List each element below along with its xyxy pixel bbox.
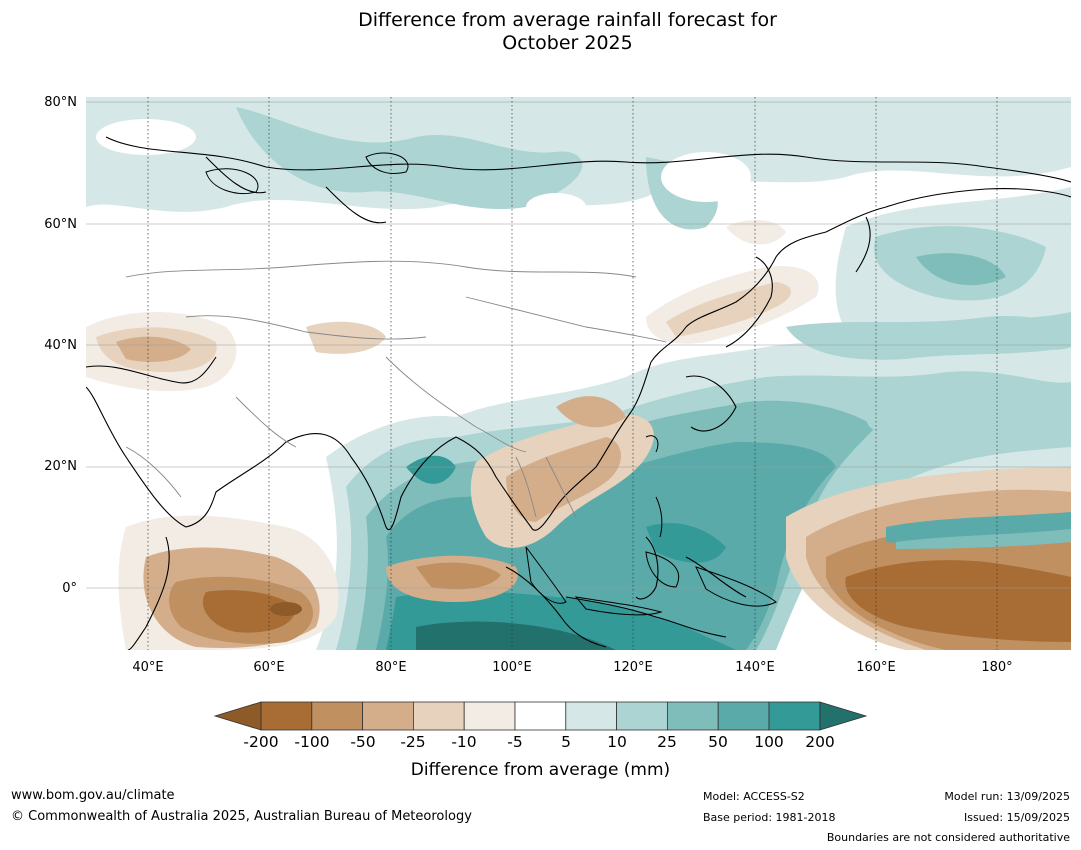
colorbar-tick: 100 [754,733,784,751]
lat-label-80n: 80°N [44,95,77,110]
colorbar-tick: 5 [561,733,571,751]
colorbar-tick: 50 [708,733,728,751]
colorbar-tick: -200 [243,733,279,751]
map-title: Difference from average rainfall forecas… [0,9,1081,55]
model-name: Model: ACCESS-S2 [703,790,805,803]
colorbar-segments [260,701,821,731]
colorbar-under-arrow [213,701,262,731]
western-indian-ocean-dry [118,515,339,650]
map-canvas [86,97,1071,650]
model-run-date: Model run: 13/09/2025 [944,790,1070,803]
sumatra-west-dry [386,555,518,602]
coastlines [86,136,1071,650]
islands [205,152,777,616]
graticule [86,101,1071,589]
lat-label-40n: 40°N [44,338,77,353]
colorbar-tick: -50 [350,733,376,751]
base-period: Base period: 1981-2018 [703,811,836,824]
colorbar-segment [768,701,821,731]
colorbar-segment [311,701,364,731]
colorbar-segment [616,701,668,731]
lon-label-100e: 100°E [492,660,532,675]
colorbar-label: Difference from average (mm) [410,760,671,780]
country-borders [125,260,667,518]
colorbar-segment [514,701,567,731]
lat-label-20n: 20°N [44,459,77,474]
arctic-wet-band [86,97,1071,230]
colorbar-tick: -5 [507,733,523,751]
colorbar-segment [463,701,516,731]
colorbar [213,701,868,731]
lon-label-120e: 120°E [613,660,653,675]
lat-label-0: 0° [62,581,77,596]
central-pacific-dry [786,467,1071,650]
colorbar-segment [717,701,770,731]
colorbar-segment [666,701,719,731]
lon-label-80e: 80°E [375,660,407,675]
boundaries-disclaimer: Boundaries are not considered authoritat… [826,831,1070,844]
lon-label-40e: 40°E [132,660,164,675]
meridians [147,97,998,650]
colorbar-tick: -25 [400,733,426,751]
colorbar-segment [362,701,414,731]
colorbar-over-arrow [819,701,868,731]
map-title-line2: October 2025 [502,32,633,54]
colorbar-tick: -100 [294,733,330,751]
middle-east-dry [86,312,386,392]
map-title-line1: Difference from average rainfall forecas… [358,9,777,31]
lat-label-60n: 60°N [44,217,77,232]
colorbar-tick: 200 [805,733,835,751]
lon-label-140e: 140°E [735,660,775,675]
lon-label-180: 180° [981,660,1013,675]
colorbar-segment [260,701,313,731]
copyright-text: © Commonwealth of Australia 2025, Austra… [11,809,472,824]
colorbar-segment [565,701,617,731]
lon-label-60e: 60°E [253,660,285,675]
bom-url-link[interactable]: www.bom.gov.au/climate [11,788,175,803]
colorbar-tick: 25 [657,733,677,751]
colorbar-segment [412,701,465,731]
lon-label-160e: 160°E [856,660,896,675]
rainfall-anomaly-map [86,97,1071,650]
colorbar-tick: -10 [451,733,477,751]
colorbar-tick: 10 [607,733,627,751]
issued-date: Issued: 15/09/2025 [963,811,1070,824]
